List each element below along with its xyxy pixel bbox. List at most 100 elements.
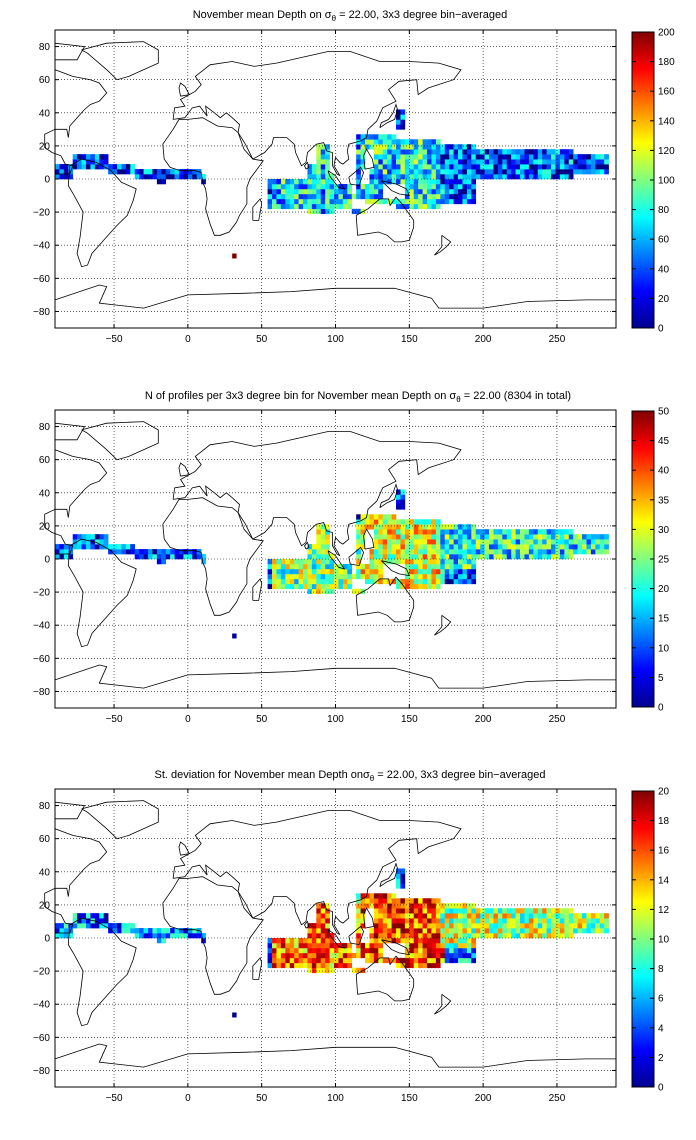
data-bin <box>170 928 175 934</box>
data-bin <box>201 933 206 939</box>
data-bin <box>413 583 419 590</box>
data-bin <box>117 928 122 934</box>
data-bin <box>382 164 388 170</box>
data-bin <box>524 549 530 555</box>
coastline <box>434 234 452 256</box>
data-bin <box>378 568 384 575</box>
data-bin <box>285 183 291 190</box>
data-bin <box>568 549 574 555</box>
data-bin <box>462 159 468 165</box>
data-bin <box>143 169 149 175</box>
data-bin <box>378 149 384 155</box>
y-tick-label: −80 <box>33 307 50 318</box>
data-bin <box>72 154 78 160</box>
data-bin <box>458 957 463 964</box>
data-bin <box>599 549 605 555</box>
data-bin <box>400 928 406 934</box>
data-bin <box>369 952 375 959</box>
data-bin <box>400 149 406 155</box>
data-bin <box>542 534 547 540</box>
data-bin <box>373 159 379 165</box>
data-bin <box>342 947 348 954</box>
data-bin <box>294 179 299 185</box>
data-bin <box>568 154 574 160</box>
data-bin <box>303 188 308 195</box>
data-bin <box>86 913 91 919</box>
data-bin <box>449 903 454 909</box>
data-bin <box>373 164 379 170</box>
data-bin <box>595 539 601 545</box>
data-bin <box>542 529 547 535</box>
data-bin <box>440 923 446 929</box>
data-bin <box>360 534 366 540</box>
data-bin <box>431 573 437 580</box>
data-bin <box>409 169 415 175</box>
data-bin <box>462 193 468 200</box>
data-bin <box>373 514 379 520</box>
data-bin <box>502 908 508 914</box>
x-tick-label: 250 <box>549 334 566 345</box>
data-bin <box>400 933 406 939</box>
data-bin <box>413 563 419 570</box>
data-bin <box>511 174 516 180</box>
data-bin <box>480 554 485 560</box>
data-bin <box>458 908 463 914</box>
y-tick-label: −60 <box>33 654 50 665</box>
data-bin <box>555 549 561 555</box>
data-bin <box>511 923 516 929</box>
data-bin <box>396 878 401 884</box>
data-bin <box>360 514 366 520</box>
data-bin <box>462 549 468 555</box>
data-bin <box>431 519 437 525</box>
data-bin <box>320 578 326 585</box>
data-bin <box>422 578 428 585</box>
data-bin <box>453 554 459 560</box>
data-bin <box>462 928 468 934</box>
data-bin <box>112 923 118 929</box>
data-bin <box>161 169 167 175</box>
data-bin <box>435 573 441 580</box>
data-bin <box>431 188 437 195</box>
data-bin <box>537 913 543 919</box>
data-bin <box>280 179 286 185</box>
data-bin <box>63 169 69 175</box>
data-bin <box>453 908 459 914</box>
data-bin <box>382 174 388 180</box>
data-bin <box>387 174 392 180</box>
panel-profile-count: N of profiles per 3x3 degree bin for Nov… <box>33 390 670 725</box>
data-bin <box>391 169 397 175</box>
data-bin <box>360 529 366 535</box>
data-bin <box>462 942 468 949</box>
data-bin <box>493 549 499 555</box>
data-bin <box>311 563 317 570</box>
data-bin <box>413 534 419 540</box>
data-bin <box>458 563 463 570</box>
data-bin <box>391 144 397 150</box>
data-bin <box>528 544 534 550</box>
data-bin <box>360 159 366 165</box>
data-bin <box>179 549 184 555</box>
data-bin <box>325 154 330 160</box>
data-bin <box>435 559 441 565</box>
data-bin <box>568 539 574 545</box>
data-bin <box>484 174 490 180</box>
data-bin <box>360 923 366 929</box>
data-bin <box>466 183 472 190</box>
panel-title: November mean Depth on σθ = 22.00, 3x3 d… <box>193 9 508 23</box>
data-bin <box>599 913 605 919</box>
data-bin <box>316 154 322 160</box>
data-bin <box>316 144 322 150</box>
data-bin <box>356 903 361 909</box>
data-bin <box>413 942 419 949</box>
data-bin <box>117 923 122 929</box>
data-bin <box>418 898 423 904</box>
data-bin <box>551 923 556 929</box>
data-bin <box>267 952 273 959</box>
data-bin <box>351 208 357 215</box>
colorbar-tick-label: 25 <box>658 555 670 566</box>
data-bin <box>466 193 472 200</box>
data-bin <box>551 534 556 540</box>
data-bin <box>365 573 370 580</box>
data-bin <box>497 928 503 934</box>
